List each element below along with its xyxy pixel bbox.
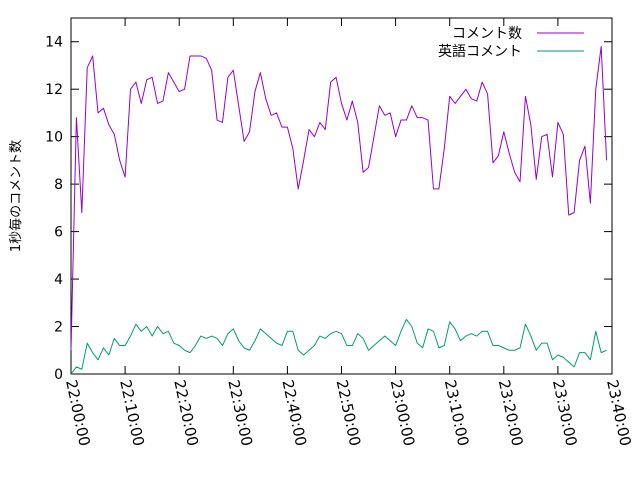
legend-label-2: 英語コメント (438, 43, 522, 60)
x-tick-label: 23:40:00 (603, 378, 635, 448)
x-axis: 22:00:00 22:10:00 22:20:00 22:30:00 22:40:00… (62, 18, 635, 448)
series-line-1 (70, 45, 608, 351)
x-tick-label: 22:20:00 (170, 378, 202, 448)
x-tick-label: 22:00:00 (62, 378, 94, 448)
legend-label-1: コメント数 (452, 26, 522, 42)
plot-area (70, 17, 613, 375)
x-tick-label: 22:50:00 (333, 378, 365, 448)
y-tick-label: 0 (54, 367, 63, 383)
x-tick-label: 23:30:00 (549, 378, 581, 448)
x-tick-label: 22:10:00 (116, 378, 148, 448)
y-tick-label: 2 (54, 320, 63, 336)
y-axis: 0 2 4 6 8 10 12 14 (45, 35, 612, 383)
plot-frame (70, 17, 613, 375)
series-line-2 (70, 318, 607, 375)
series-lines (70, 45, 608, 375)
x-tick-label: 23:00:00 (387, 378, 419, 448)
x-tick-label: 23:10:00 (441, 378, 473, 448)
y-tick-label: 10 (45, 130, 63, 146)
x-tick-label: 23:20:00 (495, 378, 527, 448)
x-tick-label: 22:40:00 (278, 378, 310, 448)
y-axis-label: 1秒毎のコメント数 (8, 140, 24, 252)
y-tick-label: 6 (54, 225, 63, 241)
y-tick-label: 8 (54, 177, 63, 193)
y-tick-label: 14 (45, 35, 63, 51)
x-tick-label: 22:30:00 (224, 378, 256, 448)
y-tick-label: 12 (45, 82, 63, 98)
y-tick-label: 4 (54, 272, 63, 288)
